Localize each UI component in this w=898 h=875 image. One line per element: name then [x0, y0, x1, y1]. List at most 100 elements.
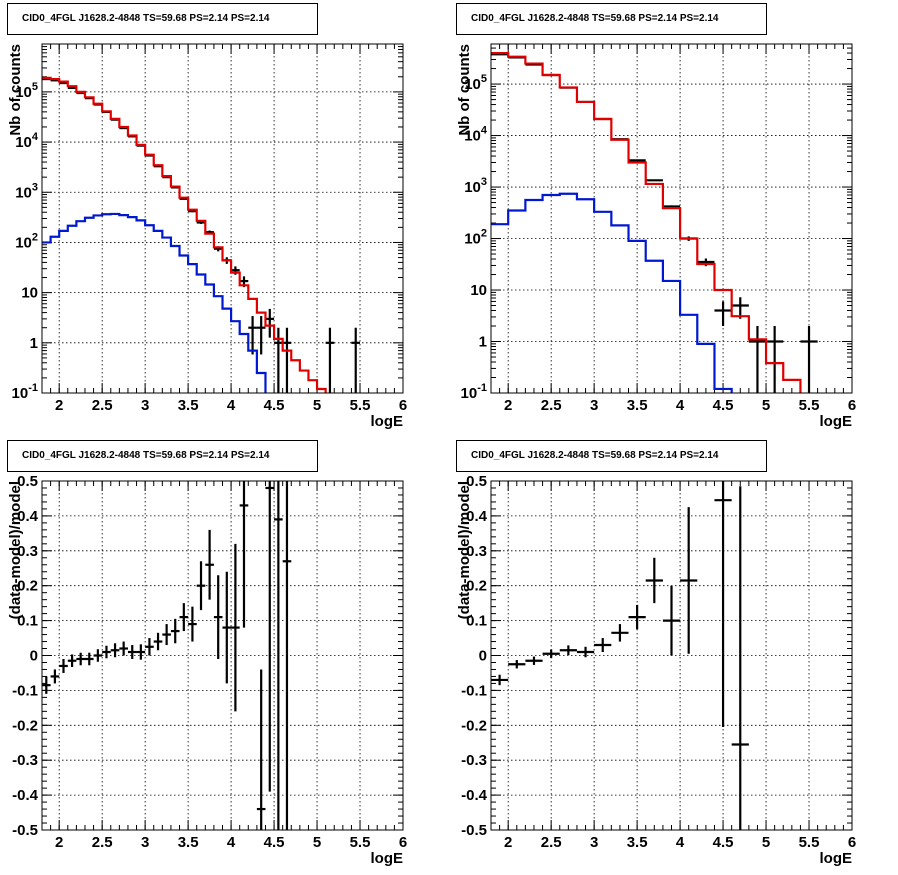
data-point	[645, 557, 663, 604]
x-tick-label: 4	[227, 397, 236, 414]
data-point	[265, 481, 275, 792]
y-tick-label: -0.1	[12, 682, 38, 699]
y-tick-label: 103	[464, 176, 487, 196]
x-tick-label: 2	[55, 834, 63, 851]
x-tick-label: 2.5	[92, 834, 113, 851]
data-point	[42, 676, 51, 694]
chart-title: CID0_4FGL J1628.2-4848 TS=59.68 PS=2.14 …	[7, 3, 318, 35]
x-tick-label: 3	[590, 397, 598, 414]
chart-counts-coarse: 2 2.5 3 3.5 4 4.5 5 5.5 6 10-1 1 10 102 103 104 105 logE…	[456, 43, 856, 430]
data-point	[731, 486, 749, 830]
x-tick-label: 2.5	[541, 834, 562, 851]
x-tick-label: 5.5	[799, 834, 820, 851]
data-point	[714, 301, 732, 327]
x-tick-label: 3.5	[627, 834, 648, 851]
x-tick-label: 3.5	[627, 397, 648, 414]
data-point	[145, 638, 154, 656]
x-tick-label: 5	[313, 397, 321, 414]
x-axis-title: logE	[371, 850, 404, 867]
x-tick-label: 4.5	[264, 397, 285, 414]
data-point	[127, 645, 137, 659]
chart-panel-residuals-fine: 2 2.5 3 3.5 4 4.5 5 5.5 6 -0.5 -0.4 -0.3 -0.2 -0.1 0 0.…	[0, 437, 449, 874]
data-point	[662, 585, 681, 656]
component-step-line	[491, 192, 733, 393]
y-tick-label: -0.5	[12, 822, 38, 839]
y-tick-label: 103	[15, 181, 38, 201]
model-step-line	[42, 76, 327, 393]
data-point	[628, 604, 646, 630]
data-point	[222, 571, 232, 684]
data-point	[645, 179, 663, 182]
data-point	[256, 669, 266, 830]
y-tick-label: 0.4	[17, 508, 39, 525]
x-tick-label: 5	[762, 834, 770, 851]
y-tick-label: 0.4	[466, 508, 488, 525]
y-tick-label: 0.2	[466, 578, 487, 595]
y-tick-label: 102	[15, 231, 38, 251]
data-point	[179, 603, 189, 632]
data-point	[576, 646, 595, 658]
x-tick-label: 4.5	[264, 834, 285, 851]
data-point	[628, 159, 646, 162]
y-tick-label: -0.4	[12, 787, 39, 804]
y-tick-label: 10	[21, 285, 38, 302]
x-tick-label: 3.5	[178, 397, 199, 414]
data-point	[84, 652, 94, 666]
data-point	[67, 654, 77, 668]
data-point	[282, 327, 292, 393]
y-tick-label: -0.5	[461, 822, 487, 839]
x-tick-label: 2	[504, 397, 512, 414]
x-tick-label: 6	[848, 834, 856, 851]
data-point	[325, 327, 335, 393]
x-tick-label: 2	[504, 834, 512, 851]
data-point	[559, 645, 577, 656]
chart-counts-fine: 2 2.5 3 3.5 4 4.5 5 5.5 6 10-1 1 10 102 103 104 105 logE…	[7, 43, 407, 430]
data-point	[265, 308, 275, 338]
y-tick-label: -0.2	[12, 717, 38, 734]
data-point	[76, 652, 85, 666]
y-tick-label: 105	[464, 73, 487, 93]
x-tick-label: 5.5	[350, 397, 371, 414]
x-tick-label: 5.5	[350, 834, 371, 851]
y-tick-label: 104	[464, 125, 488, 145]
data-point	[59, 658, 68, 673]
data-point	[136, 644, 146, 660]
data-point	[205, 529, 214, 600]
y-tick-label: 0.5	[17, 473, 38, 490]
model-step-line	[491, 51, 802, 393]
y-axis-title: (data-model)/model	[7, 481, 24, 619]
data-point	[542, 649, 560, 658]
data-point	[594, 638, 612, 653]
y-axis-title: Nb of counts	[456, 44, 473, 136]
data-point	[748, 326, 767, 393]
x-tick-label: 4.5	[713, 834, 734, 851]
data-point	[153, 632, 163, 651]
chart-title: CID0_4FGL J1628.2-4848 TS=59.68 PS=2.14 …	[7, 440, 318, 472]
data-point	[231, 543, 240, 712]
data-point	[162, 624, 171, 646]
data-point	[680, 507, 698, 654]
data-point	[50, 669, 60, 684]
x-tick-label: 5.5	[799, 397, 820, 414]
y-tick-label: -0.4	[461, 787, 488, 804]
y-tick-label: 105	[15, 81, 38, 101]
plot-frame	[41, 43, 404, 394]
data-point	[239, 481, 249, 628]
chart-panel-counts-fine: 2 2.5 3 3.5 4 4.5 5 5.5 6 10-1 1 10 102 103 104 105 logE…	[0, 0, 449, 437]
chart-residuals-fine: 2 2.5 3 3.5 4 4.5 5 5.5 6 -0.5 -0.4 -0.3 -0.2 -0.1 0 0.…	[7, 473, 407, 867]
y-tick-label: 104	[15, 131, 39, 151]
x-tick-label: 5	[313, 834, 321, 851]
y-tick-label: 0.1	[17, 613, 38, 630]
plot-frame	[41, 480, 404, 831]
x-tick-label: 3	[141, 834, 149, 851]
x-tick-label: 6	[848, 397, 856, 414]
data-points	[42, 481, 292, 830]
data-point	[256, 316, 266, 355]
component-step-line	[42, 212, 267, 393]
x-tick-label: 6	[399, 397, 407, 414]
y-tick-label: 1	[30, 335, 38, 352]
x-tick-label: 4	[676, 834, 685, 851]
data-point	[282, 481, 292, 830]
x-tick-label: 2.5	[92, 397, 113, 414]
data-point	[274, 327, 283, 393]
